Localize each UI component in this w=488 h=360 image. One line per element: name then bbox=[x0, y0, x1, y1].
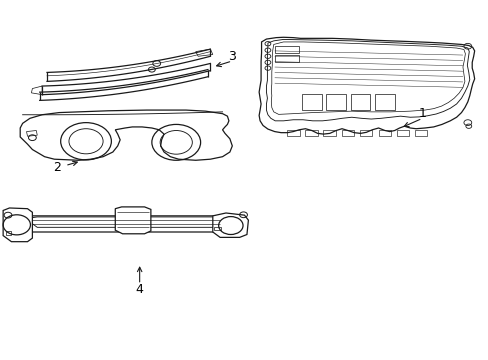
Polygon shape bbox=[212, 213, 248, 237]
Polygon shape bbox=[195, 49, 212, 56]
Polygon shape bbox=[20, 216, 229, 232]
Polygon shape bbox=[31, 86, 42, 95]
Text: 2: 2 bbox=[53, 161, 61, 174]
Text: 1: 1 bbox=[418, 107, 426, 120]
Text: 3: 3 bbox=[228, 50, 236, 63]
Text: 4: 4 bbox=[136, 283, 143, 296]
Polygon shape bbox=[3, 208, 32, 242]
Polygon shape bbox=[115, 207, 151, 234]
